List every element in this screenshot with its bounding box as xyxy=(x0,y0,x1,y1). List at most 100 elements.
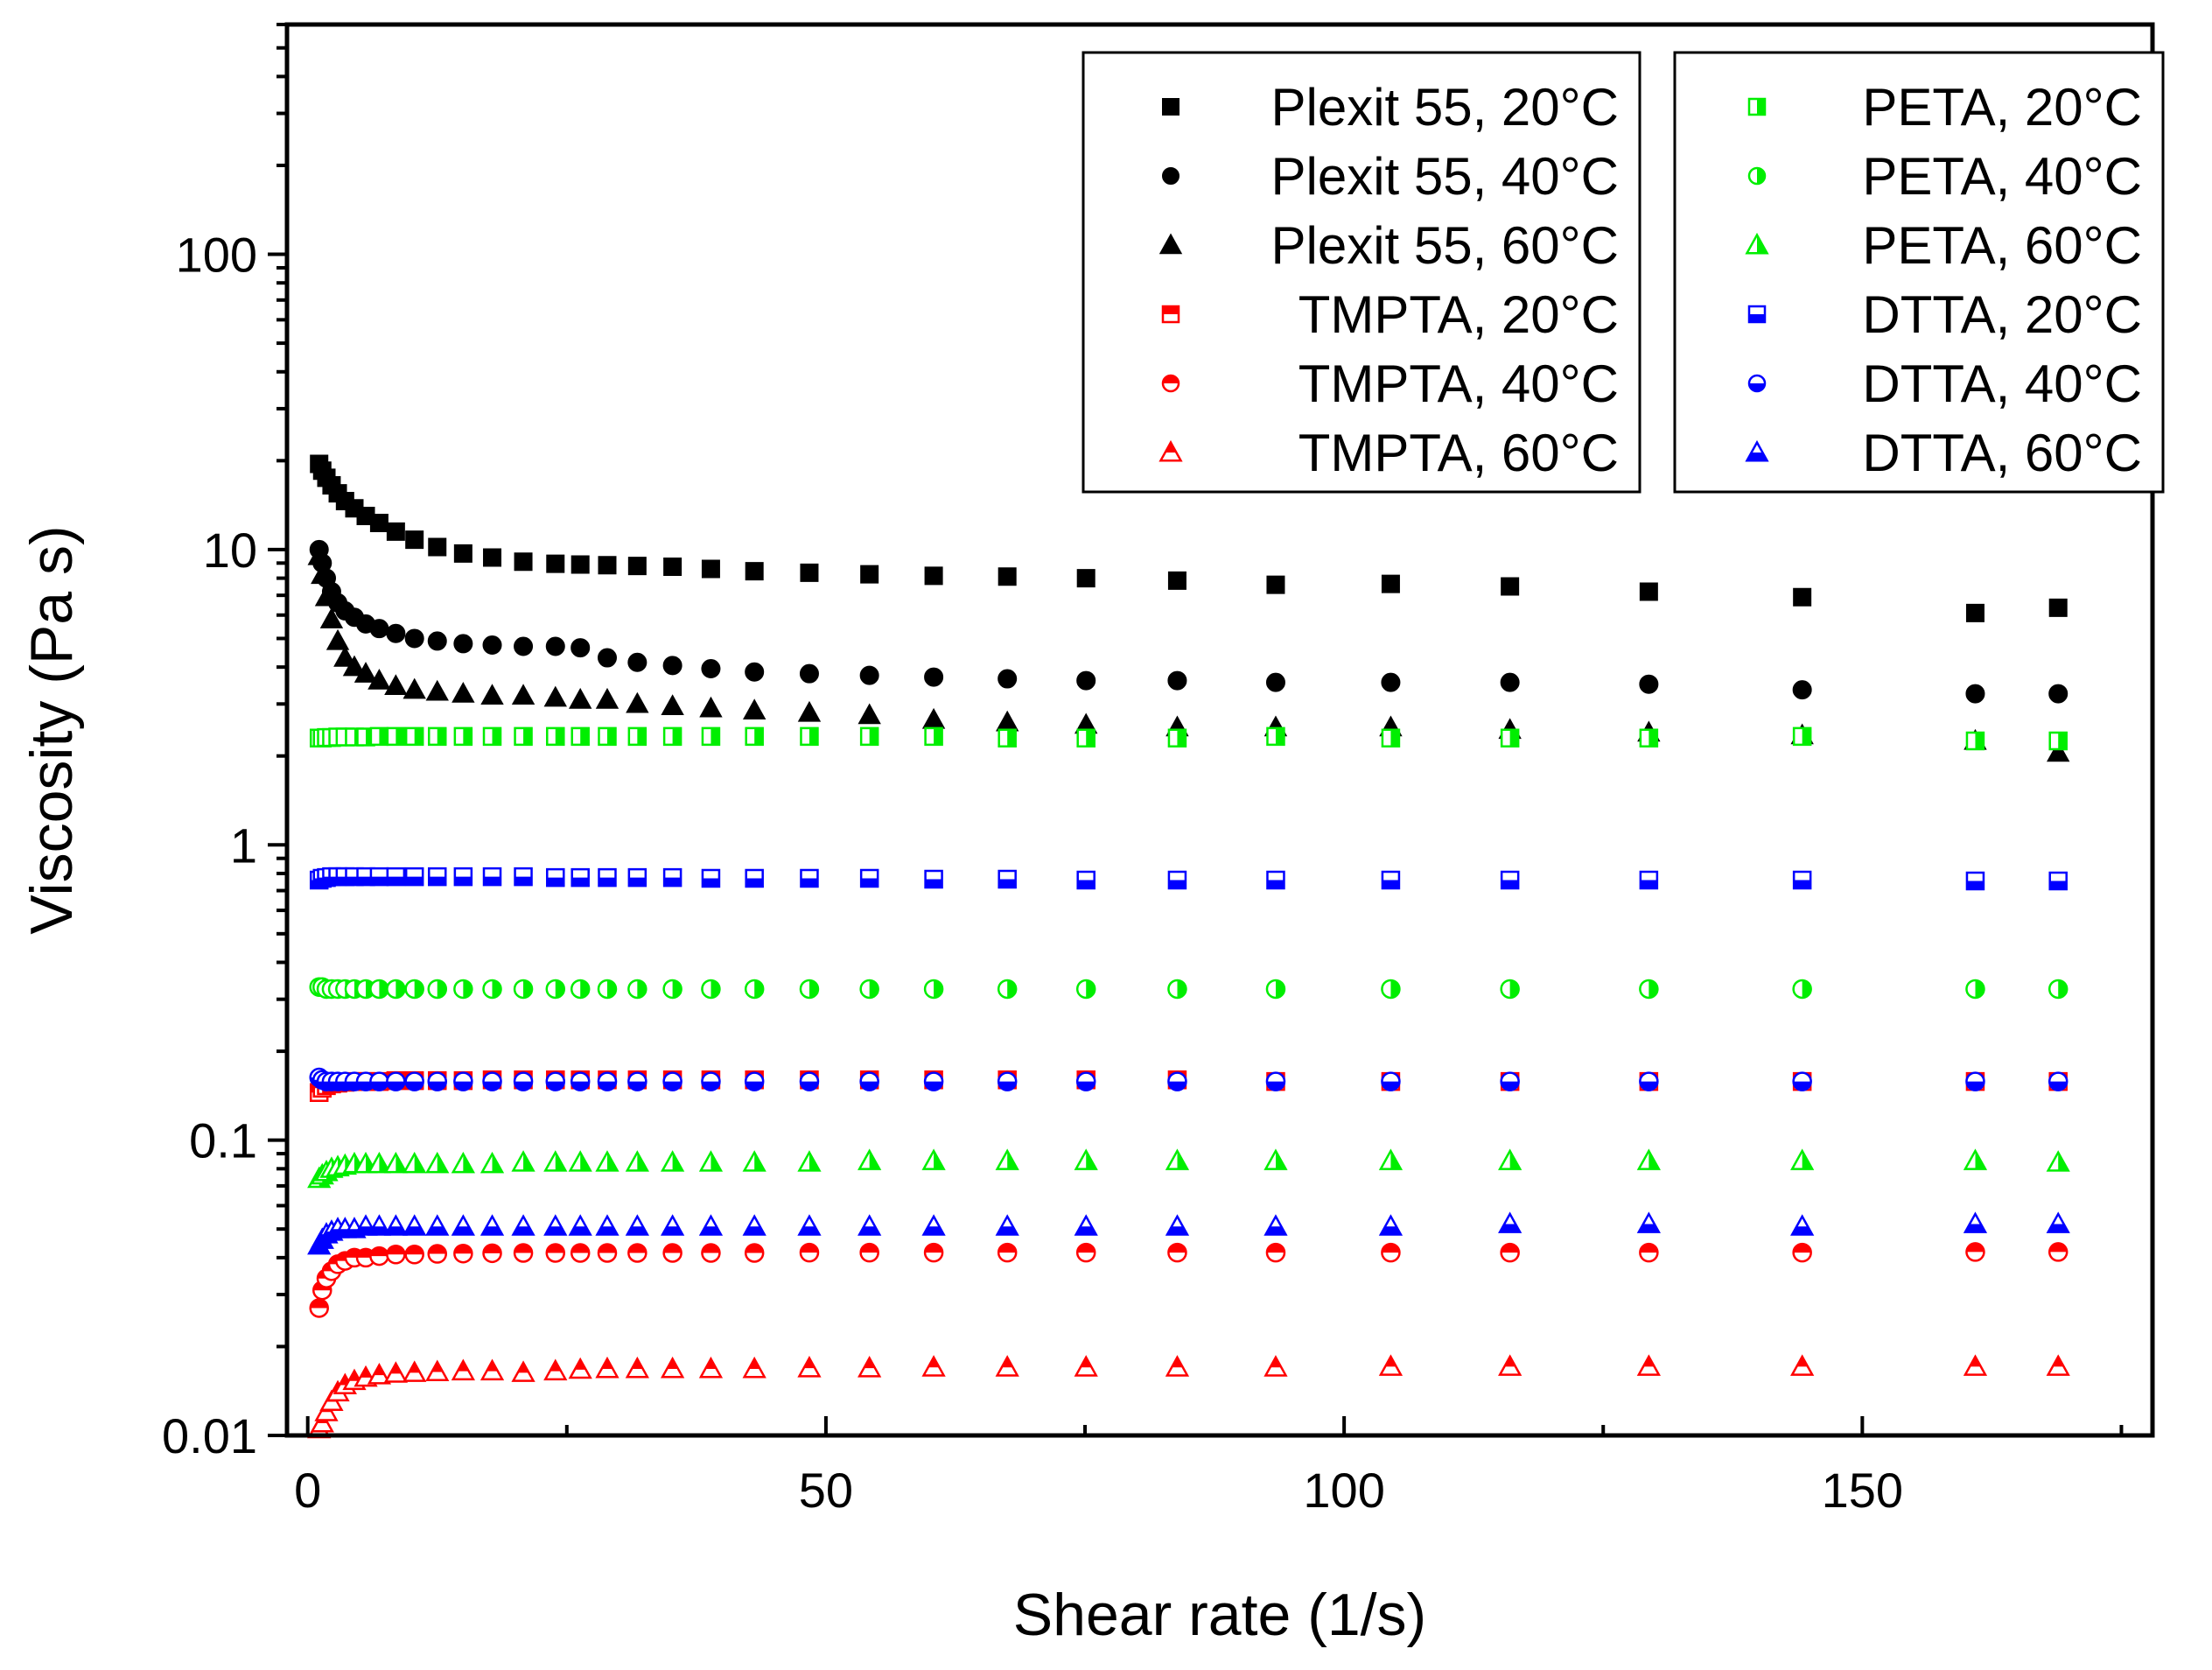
data-point xyxy=(386,1245,406,1265)
legend-entry-label: DTTA, 40°C xyxy=(1862,354,2142,413)
data-point xyxy=(1265,1071,1286,1091)
data-point xyxy=(369,726,389,747)
legend-entry-label: Plexit 55, 40°C xyxy=(1270,147,1619,206)
legend-entry-label: TMPTA, 60°C xyxy=(1298,424,1619,482)
data-point xyxy=(570,726,590,747)
data-point xyxy=(546,554,565,573)
series-1 xyxy=(309,539,2068,704)
data-point xyxy=(859,979,879,1000)
data-point xyxy=(860,565,879,584)
data-point xyxy=(1167,1242,1187,1263)
legend-marker xyxy=(1158,233,1183,255)
data-point xyxy=(404,1245,424,1265)
data-point xyxy=(799,1071,820,1091)
data-point xyxy=(2048,871,2068,891)
data-point xyxy=(800,726,819,747)
data-point xyxy=(546,867,565,888)
legend-entry-label: PETA, 40°C xyxy=(1862,147,2142,206)
data-point xyxy=(1167,1071,1187,1091)
data-point xyxy=(923,1071,944,1091)
data-point xyxy=(995,1214,1019,1236)
data-point xyxy=(998,869,1017,889)
data-point xyxy=(1500,672,1520,692)
data-point xyxy=(402,1360,427,1382)
data-point xyxy=(482,1071,502,1091)
data-point xyxy=(427,979,447,1000)
data-point xyxy=(342,655,367,677)
data-point xyxy=(1167,979,1187,1000)
x-tick-label: 0 xyxy=(294,1463,321,1518)
data-point xyxy=(384,674,408,696)
legend-marker xyxy=(1747,166,1767,186)
x-tick-label: 150 xyxy=(1822,1463,1903,1518)
data-point xyxy=(797,1356,822,1378)
data-point xyxy=(997,1071,1018,1091)
data-point xyxy=(1074,1355,1098,1377)
data-point xyxy=(386,726,406,747)
series-6 xyxy=(309,726,2068,751)
data-point xyxy=(1500,1071,1520,1091)
data-point xyxy=(1639,1242,1659,1263)
data-point xyxy=(386,979,406,1000)
data-point xyxy=(570,979,591,1000)
data-point xyxy=(626,691,649,713)
data-point xyxy=(1167,870,1187,890)
data-point xyxy=(858,1214,882,1236)
data-point xyxy=(453,726,473,747)
data-point xyxy=(859,1242,879,1263)
axis-ticks: 0 50 100 150 0.01 0.1 1 10 100 xyxy=(162,23,2124,1518)
data-point xyxy=(307,544,331,565)
data-point xyxy=(2046,1150,2070,1172)
data-point xyxy=(425,1151,450,1174)
data-point xyxy=(627,979,648,1000)
data-point xyxy=(427,867,447,887)
data-point xyxy=(1636,1148,1661,1170)
series-0 xyxy=(310,454,2068,622)
data-point xyxy=(662,1243,682,1263)
data-point xyxy=(1076,670,1096,691)
data-point xyxy=(924,667,944,687)
data-point xyxy=(1790,1354,1815,1376)
data-point xyxy=(570,638,591,658)
data-point xyxy=(701,1071,721,1091)
data-point xyxy=(701,658,721,678)
data-point xyxy=(627,1071,648,1091)
data-point xyxy=(513,1071,534,1091)
data-point xyxy=(1965,603,1984,622)
data-point xyxy=(319,607,344,628)
data-point xyxy=(1265,979,1286,1000)
legend-entry-label: Plexit 55, 20°C xyxy=(1270,78,1619,137)
data-point xyxy=(1381,574,1400,593)
series-11 xyxy=(307,1211,2070,1255)
data-point xyxy=(543,685,567,707)
data-point xyxy=(998,669,1018,689)
data-point xyxy=(1792,726,1812,747)
data-point xyxy=(1075,1242,1096,1263)
data-point xyxy=(799,979,820,1000)
data-point xyxy=(354,662,378,683)
data-point xyxy=(511,1150,536,1172)
data-point xyxy=(367,1363,392,1385)
data-point xyxy=(425,1214,450,1236)
data-point xyxy=(453,867,473,887)
data-point xyxy=(1965,871,1985,891)
data-point xyxy=(482,1243,502,1264)
data-point xyxy=(1075,979,1096,1000)
data-point xyxy=(1792,979,1812,1000)
data-point xyxy=(427,1071,447,1091)
data-point xyxy=(1076,870,1096,890)
data-point xyxy=(513,1243,534,1263)
data-point xyxy=(451,1151,475,1174)
data-point xyxy=(595,1214,620,1236)
data-point xyxy=(514,552,533,572)
data-point xyxy=(482,726,502,747)
data-point xyxy=(1381,728,1401,747)
data-point xyxy=(1963,1211,1988,1233)
data-point xyxy=(1381,672,1401,692)
data-point xyxy=(1165,1214,1190,1236)
data-point xyxy=(1167,670,1187,691)
data-point xyxy=(1266,575,1285,594)
data-point xyxy=(333,645,357,667)
data-point xyxy=(1963,1354,1988,1376)
data-point xyxy=(402,677,426,699)
